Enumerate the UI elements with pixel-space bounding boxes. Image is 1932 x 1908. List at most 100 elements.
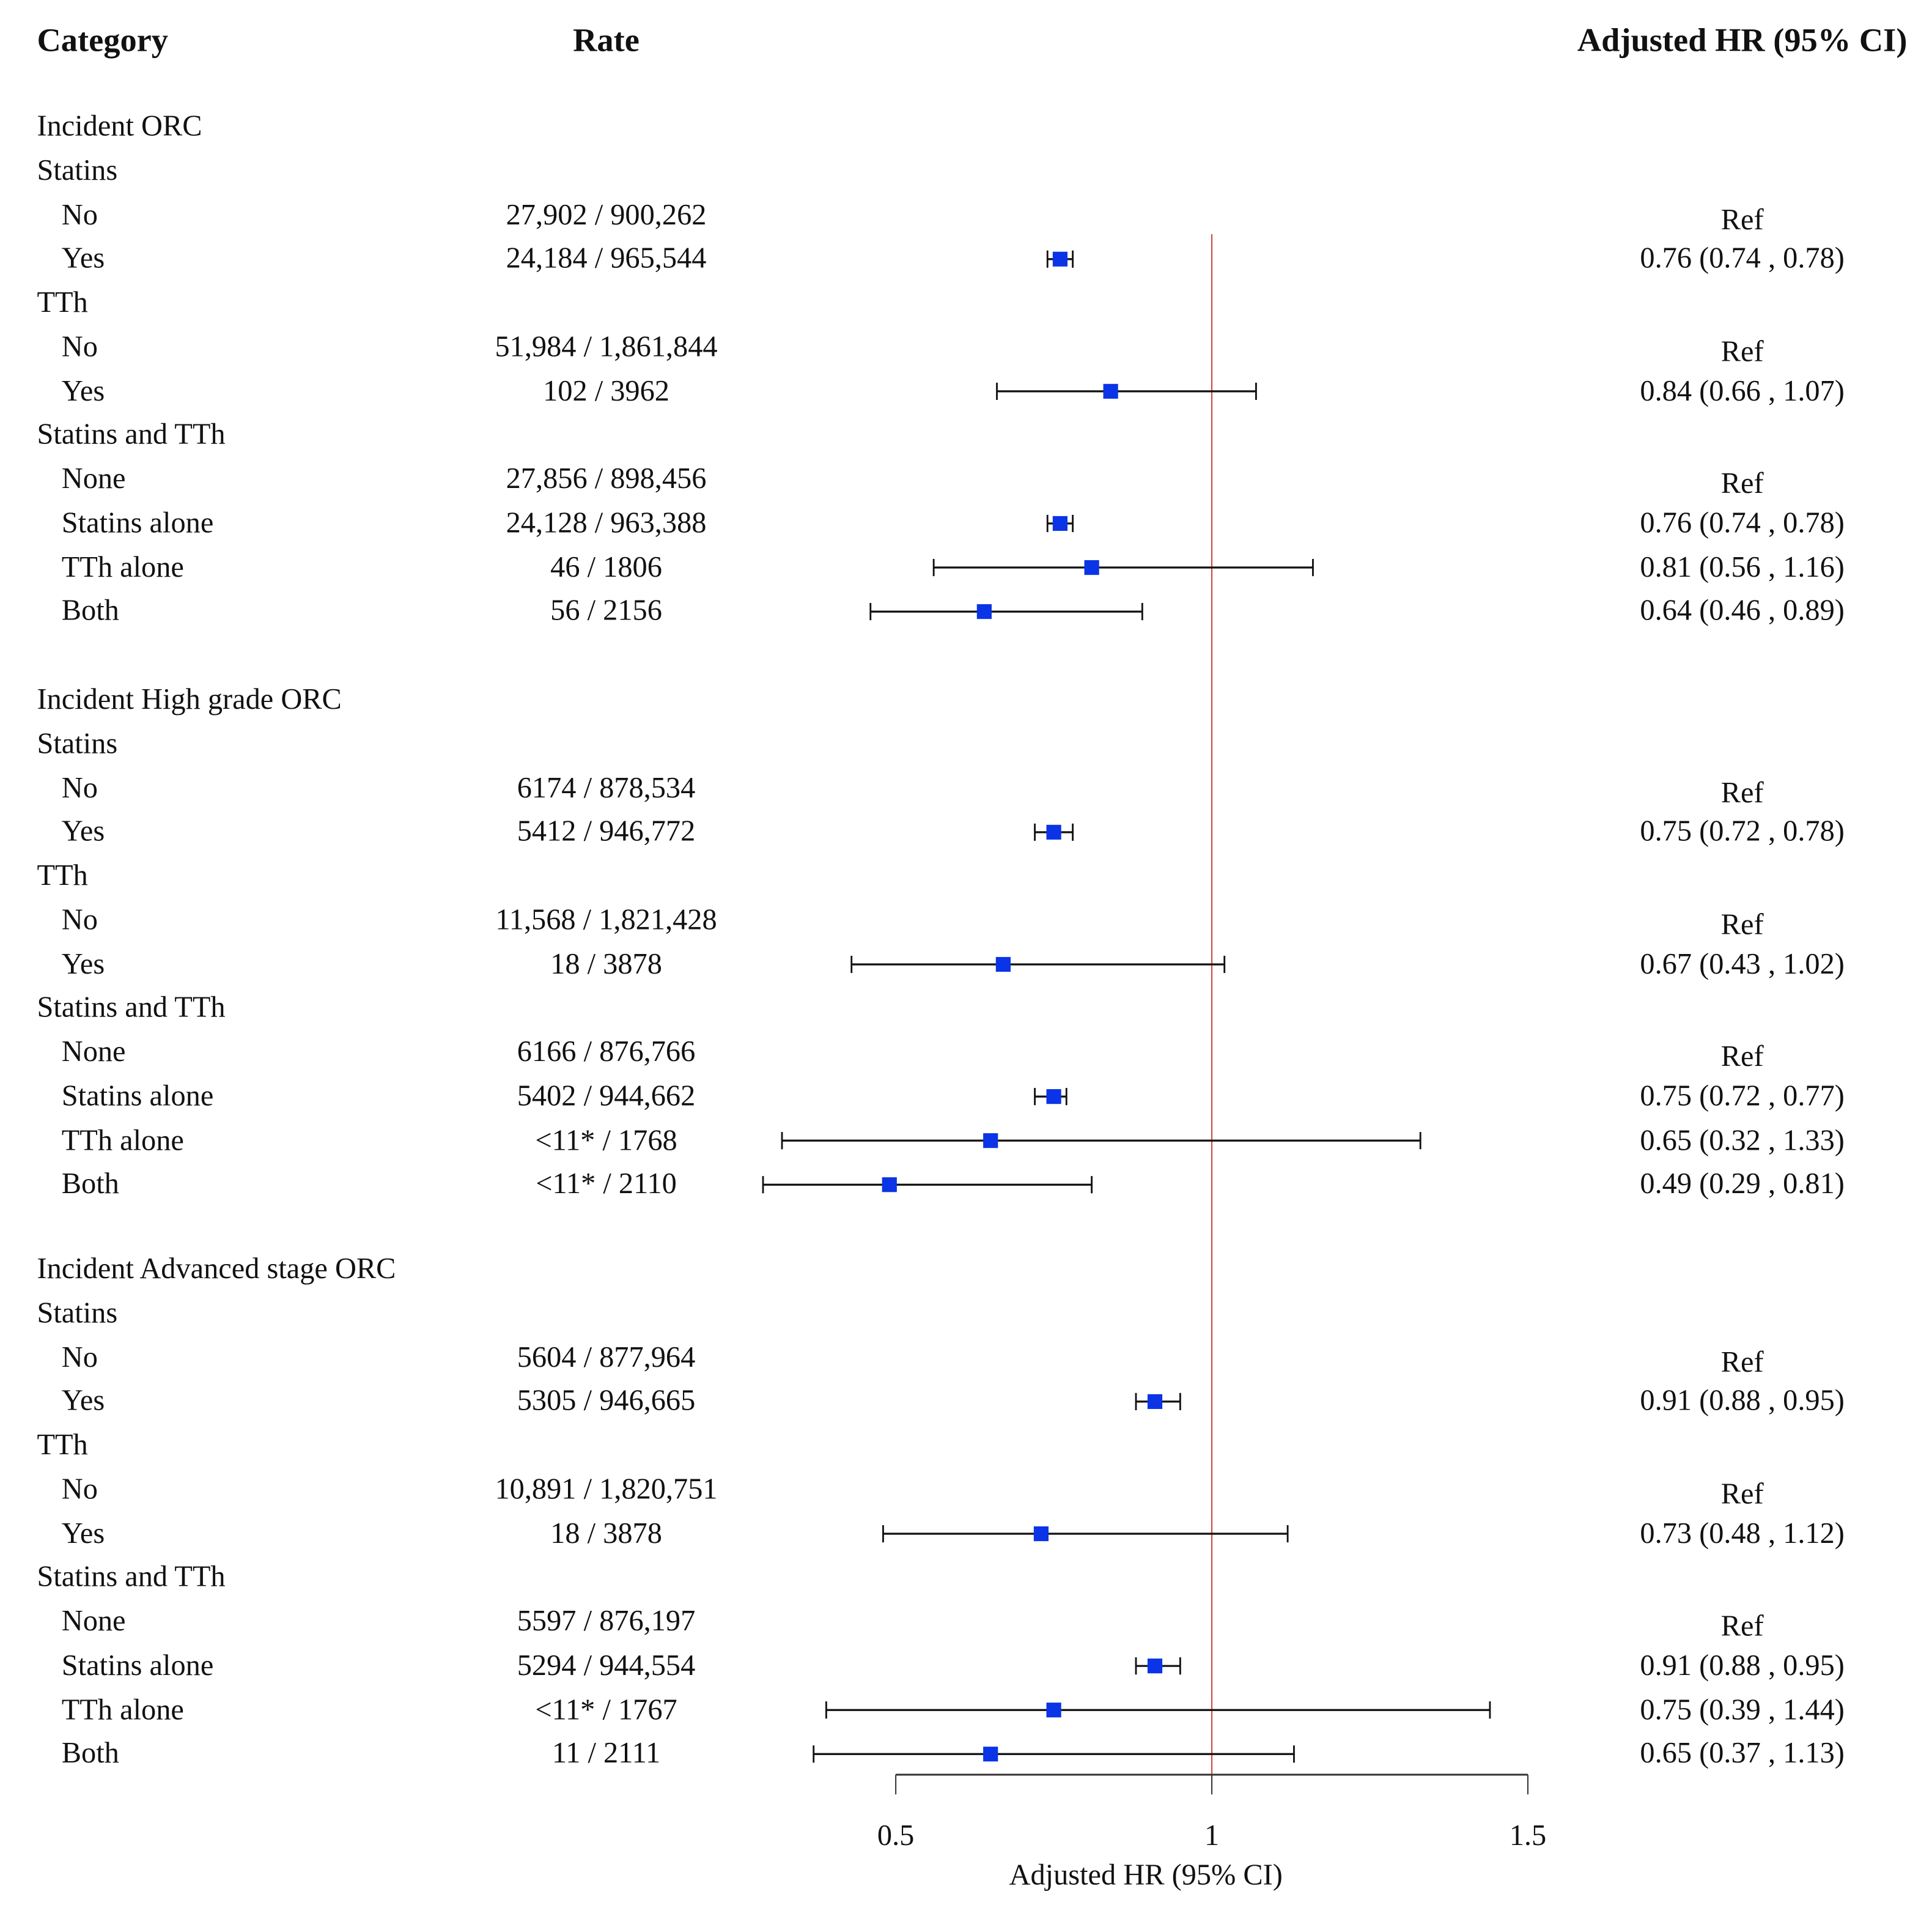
ref-label: Ref (1720, 468, 1764, 501)
group-label: Statins and TTh (37, 419, 226, 452)
rate-value: 11 / 2111 (551, 1738, 661, 1770)
row-label: No (61, 331, 98, 364)
group-label: Statins (37, 155, 118, 187)
rate-value: 6174 / 878,534 (517, 772, 696, 804)
hr-value: 0.84 (0.66 , 1.07) (1640, 375, 1845, 408)
hr-value: 0.73 (0.48 , 1.12) (1640, 1517, 1845, 1550)
row-label: No (61, 1341, 98, 1374)
point-estimate-marker (1103, 383, 1118, 399)
x-tick-label: 1.5 (1509, 1820, 1547, 1852)
rate-value: 5305 / 946,665 (517, 1385, 696, 1418)
point-estimate-marker (1147, 1658, 1163, 1674)
ref-label: Ref (1720, 336, 1764, 369)
rate-value: 10,891 / 1,820,751 (495, 1473, 718, 1506)
row-label: Yes (61, 243, 105, 275)
row-label: TTh alone (61, 1694, 184, 1726)
x-tick-label: 0.5 (877, 1820, 915, 1852)
rate-value: <11* / 1767 (535, 1694, 677, 1726)
group-label: Statins and TTh (37, 1561, 226, 1594)
row-label: Both (61, 1169, 119, 1201)
rate-value: <11* / 2110 (536, 1169, 677, 1201)
rate-value: 56 / 2156 (550, 595, 662, 628)
hr-value: 0.64 (0.46 , 0.89) (1640, 595, 1845, 628)
hr-value: 0.67 (0.43 , 1.02) (1640, 948, 1845, 981)
ref-label: Ref (1720, 1610, 1764, 1643)
rate-value: 51,984 / 1,861,844 (495, 331, 718, 364)
rate-value: 27,856 / 898,456 (506, 463, 707, 496)
ref-label: Ref (1720, 1478, 1764, 1511)
group-label: TTh (37, 287, 88, 319)
point-estimate-marker (1052, 251, 1068, 267)
point-estimate-marker (983, 1133, 998, 1148)
hr-value: 0.75 (0.72 , 0.78) (1640, 816, 1845, 849)
ref-label: Ref (1720, 1041, 1764, 1074)
row-label: Statins alone (61, 1080, 214, 1113)
x-tick-label: 1 (1204, 1820, 1220, 1852)
point-estimate-marker (1046, 1703, 1061, 1718)
ref-label: Ref (1720, 204, 1764, 236)
rate-value: 24,128 / 963,388 (506, 507, 707, 540)
rate-value: 27,902 / 900,262 (506, 199, 707, 231)
hr-value: 0.65 (0.37 , 1.13) (1640, 1738, 1845, 1770)
group-label: TTh (37, 860, 88, 893)
header-rate: Rate (573, 21, 640, 59)
hr-value: 0.75 (0.39 , 1.44) (1640, 1694, 1845, 1726)
section-title: Incident ORC (37, 111, 202, 143)
row-label: Both (61, 1738, 119, 1770)
header-hr: Adjusted HR (95% CI) (1577, 21, 1908, 59)
rate-value: <11* / 1768 (535, 1124, 677, 1157)
point-estimate-marker (1052, 516, 1068, 531)
hr-value: 0.75 (0.72 , 0.77) (1640, 1080, 1845, 1113)
hr-value: 0.76 (0.74 , 0.78) (1640, 243, 1845, 275)
ref-label: Ref (1720, 777, 1764, 810)
section-title: Incident Advanced stage ORC (37, 1253, 396, 1285)
point-estimate-marker (995, 956, 1011, 972)
row-label: None (61, 1036, 126, 1069)
row-label: Yes (61, 948, 105, 981)
row-label: Statins alone (61, 1649, 214, 1682)
row-label: Yes (61, 816, 105, 849)
row-label: TTh alone (61, 1124, 184, 1157)
point-estimate-marker (1147, 1394, 1163, 1409)
point-estimate-marker (882, 1177, 897, 1192)
hr-value: 0.49 (0.29 , 0.81) (1640, 1169, 1845, 1201)
rate-value: 6166 / 876,766 (517, 1036, 696, 1069)
rate-value: 5402 / 944,662 (517, 1080, 696, 1113)
row-label: Both (61, 595, 119, 628)
ref-label: Ref (1720, 1346, 1764, 1379)
point-estimate-marker (976, 604, 992, 619)
row-label: No (61, 1473, 98, 1506)
row-label: No (61, 199, 98, 231)
group-label: Statins and TTh (37, 992, 226, 1025)
point-estimate-marker (1033, 1526, 1049, 1542)
row-label: Statins alone (61, 507, 214, 540)
row-label: None (61, 1605, 126, 1638)
row-label: Yes (61, 1385, 105, 1418)
x-axis-title: Adjusted HR (95% CI) (1009, 1860, 1283, 1892)
section-title: Incident High grade ORC (37, 684, 342, 716)
point-estimate-marker (1084, 560, 1099, 575)
rate-value: 5604 / 877,964 (517, 1341, 696, 1374)
hr-value: 0.91 (0.88 , 0.95) (1640, 1649, 1845, 1682)
point-estimate-marker (1046, 824, 1061, 840)
group-label: Statins (37, 728, 118, 760)
rate-value: 18 / 3878 (550, 1517, 662, 1550)
row-label: TTh alone (61, 551, 184, 584)
row-label: Yes (61, 375, 105, 408)
rate-value: 5294 / 944,554 (517, 1649, 696, 1682)
point-estimate-marker (1046, 1089, 1061, 1104)
point-estimate-marker (983, 1747, 998, 1762)
rate-value: 46 / 1806 (550, 551, 662, 584)
hr-value: 0.91 (0.88 , 0.95) (1640, 1385, 1845, 1418)
group-label: Statins (37, 1297, 118, 1330)
group-label: TTh (37, 1429, 88, 1462)
hr-value: 0.76 (0.74 , 0.78) (1640, 507, 1845, 540)
row-label: No (61, 904, 98, 937)
rate-value: 18 / 3878 (550, 948, 662, 981)
rate-value: 102 / 3962 (543, 375, 669, 408)
rate-value: 5597 / 876,197 (517, 1605, 696, 1638)
hr-value: 0.65 (0.32 , 1.33) (1640, 1124, 1845, 1157)
rate-value: 11,568 / 1,821,428 (495, 904, 717, 937)
